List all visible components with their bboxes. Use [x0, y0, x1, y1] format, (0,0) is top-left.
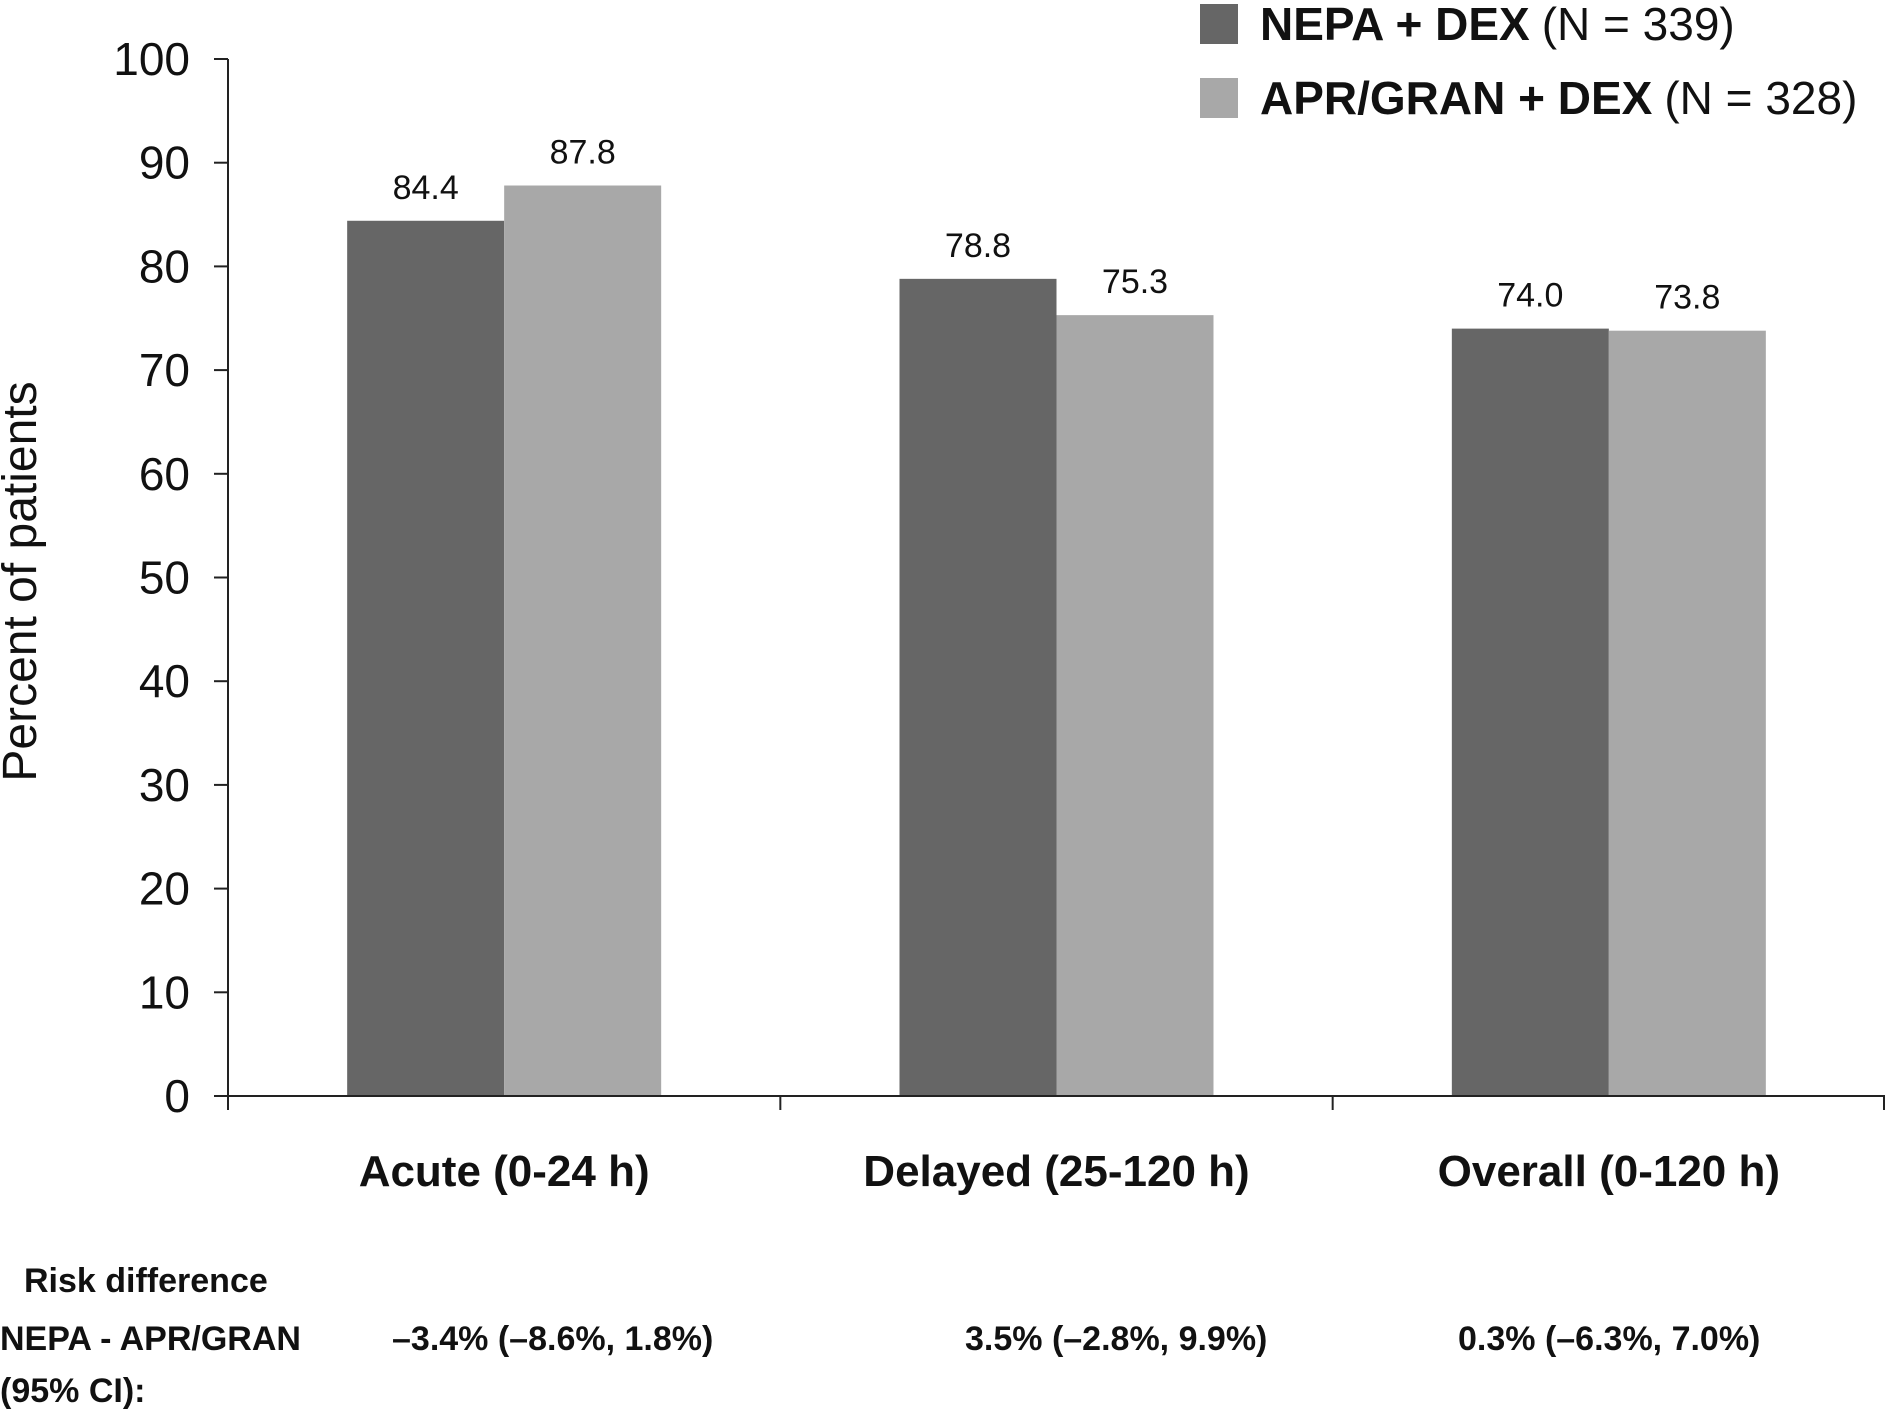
bar-nepa-dex-acute-0-24-h [347, 220, 505, 1097]
data-label-apr-gran-dex-delayed-25-120-h: 75.3 [1102, 263, 1168, 301]
legend-swatch-nepa-dex [1200, 4, 1238, 44]
risk-difference-ci-label: (95% CI): [0, 1372, 146, 1410]
legend-item-apr-gran-dex: APR/GRAN + DEX (N = 328) [1200, 72, 1858, 124]
legend-item-nepa-dex: NEPA + DEX (N = 339) [1200, 0, 1857, 50]
y-tick-label-10: 10 [139, 966, 190, 1018]
data-label-nepa-dex-delayed-25-120-h: 78.8 [945, 227, 1011, 265]
data-label-nepa-dex-overall-0-120-h: 74.0 [1497, 277, 1563, 315]
data-label-apr-gran-dex-acute-0-24-h: 87.8 [550, 134, 616, 172]
legend-label-apr-gran-dex: APR/GRAN + DEX [1260, 72, 1653, 124]
y-tick-label-70: 70 [139, 344, 190, 396]
x-tick-label-overall-0-120-h: Overall (0-120 h) [1438, 1147, 1780, 1196]
y-tick-label-40: 40 [139, 655, 190, 707]
data-label-apr-gran-dex-overall-0-120-h: 73.8 [1654, 279, 1720, 317]
y-tick-label-30: 30 [139, 759, 190, 811]
y-tick-label-20: 20 [139, 863, 190, 915]
bar-nepa-dex-overall-0-120-h [1451, 328, 1609, 1096]
legend-label-nepa-dex: NEPA + DEX [1260, 0, 1530, 50]
bar-apr-gran-dex-delayed-25-120-h [1056, 315, 1214, 1096]
legend-swatch-apr-gran-dex [1200, 78, 1238, 118]
y-tick-label-100: 100 [113, 33, 190, 85]
y-tick-label-80: 80 [139, 240, 190, 292]
y-tick-label-0: 0 [164, 1070, 190, 1122]
x-tick-label-acute-0-24-h: Acute (0-24 h) [359, 1147, 650, 1196]
y-tick-label-90: 90 [139, 137, 190, 189]
y-tick-label-50: 50 [139, 552, 190, 604]
bar-nepa-dex-delayed-25-120-h [899, 278, 1057, 1096]
risk-difference-row-label: NEPA - APR/GRAN [0, 1320, 301, 1358]
risk-difference-heading: Risk difference [24, 1262, 268, 1300]
y-axis-title: Percent of patients [0, 381, 47, 781]
bar-apr-gran-dex-overall-0-120-h [1608, 330, 1766, 1097]
risk-difference-acute: –3.4% (–8.6%, 1.8%) [392, 1320, 714, 1358]
y-tick-label-60: 60 [139, 448, 190, 500]
risk-difference-delayed: 3.5% (–2.8%, 9.9%) [965, 1320, 1268, 1358]
legend: NEPA + DEX (N = 339) APR/GRAN + DEX (N =… [1200, 0, 1857, 147]
legend-n-apr-gran-dex: (N = 328) [1664, 72, 1858, 124]
legend-n-nepa-dex: (N = 339) [1541, 0, 1735, 50]
bar-apr-gran-dex-acute-0-24-h [504, 185, 662, 1096]
risk-difference-overall: 0.3% (–6.3%, 7.0%) [1458, 1320, 1761, 1358]
data-label-nepa-dex-acute-0-24-h: 84.4 [393, 169, 459, 207]
x-tick-label-delayed-25-120-h: Delayed (25-120 h) [863, 1147, 1249, 1196]
